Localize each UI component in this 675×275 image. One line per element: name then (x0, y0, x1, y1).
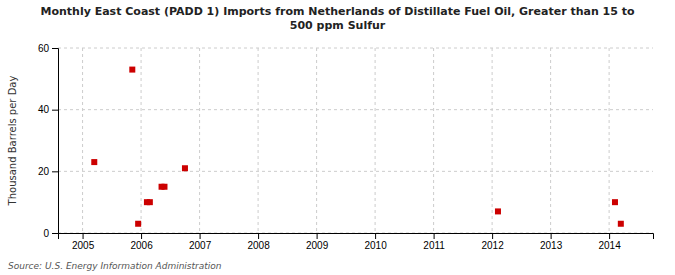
tick: 60 (38, 43, 58, 54)
axis-line (52, 49, 59, 234)
tick-label: 2006 (130, 240, 153, 251)
point (91, 159, 97, 165)
tick: 2010 (364, 233, 387, 251)
tick-mark (317, 233, 318, 239)
tick-mark (83, 233, 84, 239)
tick: 2006 (130, 233, 153, 251)
tick-mark (375, 233, 376, 239)
grid-line-y (58, 171, 653, 172)
grid-line-x (609, 48, 610, 233)
tick-label: 2007 (189, 240, 212, 251)
tick-mark (551, 233, 552, 239)
chart: Monthly East Coast (PADD 1) Imports from… (0, 0, 675, 275)
tick-label: 2012 (481, 240, 504, 251)
tick: 2014 (598, 233, 621, 251)
tick-mark (258, 233, 259, 239)
tick-mark (141, 233, 142, 239)
tick: 2008 (247, 233, 270, 251)
title: Monthly East Coast (PADD 1) Imports from… (40, 5, 634, 32)
tick: 2005 (72, 233, 95, 251)
tick: 2012 (481, 233, 504, 251)
grid-line-x (199, 48, 200, 233)
tick-mark (434, 233, 435, 239)
tick-label: 2009 (306, 240, 329, 251)
point (129, 67, 135, 73)
tick-label: 2005 (72, 240, 95, 251)
grid-line-x (258, 48, 259, 233)
grid-line-x (316, 48, 317, 233)
tick-label: 2011 (423, 240, 445, 251)
plot: 2005 2006 2007 2008 2009 2010 2011 2012 2013 2014… (38, 43, 654, 251)
grid-line-x (492, 48, 493, 233)
tick-label: 2010 (364, 240, 387, 251)
tick-mark (609, 233, 610, 239)
grid-line-x (550, 48, 551, 233)
tick-label: 2008 (247, 240, 270, 251)
point (135, 221, 141, 227)
tick-label: 2014 (598, 240, 621, 251)
tick: 2011 (423, 233, 445, 251)
axis-line (59, 234, 654, 240)
tick: 0 (43, 228, 58, 239)
tick-mark (52, 171, 58, 172)
grid (58, 48, 653, 233)
tick-mark (52, 110, 58, 111)
tick-mark (52, 233, 58, 234)
tick-mark (492, 233, 493, 239)
point (182, 165, 188, 171)
point (161, 184, 167, 190)
source: Source: U.S. Energy Information Administ… (8, 261, 222, 271)
tick-label: 2013 (540, 240, 563, 251)
tick-label: 20 (38, 166, 50, 177)
grid-line-y (58, 109, 653, 110)
title-line: Monthly East Coast (PADD 1) Imports from… (40, 5, 634, 18)
point (618, 221, 624, 227)
point (612, 199, 618, 205)
y-axis: 0 20 40 60 (38, 43, 59, 239)
tick-mark (200, 233, 201, 239)
x-axis: 2005 2006 2007 2008 2009 2010 2011 2012 2013 2014 (59, 233, 654, 251)
tick-label: 60 (38, 43, 50, 54)
tick-label: 40 (38, 104, 50, 115)
grid-line-x (375, 48, 376, 233)
points (91, 67, 624, 227)
grid-line-y (58, 48, 653, 49)
grid-line-x (82, 48, 83, 233)
tick: 2009 (306, 233, 329, 251)
tick: 40 (38, 104, 58, 115)
tick: 20 (38, 166, 58, 177)
tick-label: 0 (43, 228, 49, 239)
tick: 2013 (540, 233, 563, 251)
title-line: 500 ppm Sulfur (290, 19, 386, 32)
tick-mark (52, 48, 58, 49)
point (495, 208, 501, 214)
grid-line-x (141, 48, 142, 233)
tick: 2007 (189, 233, 212, 251)
point (147, 199, 153, 205)
y-axis-title: Thousand Barrels per Day (7, 76, 18, 207)
grid-line-x (433, 48, 434, 233)
